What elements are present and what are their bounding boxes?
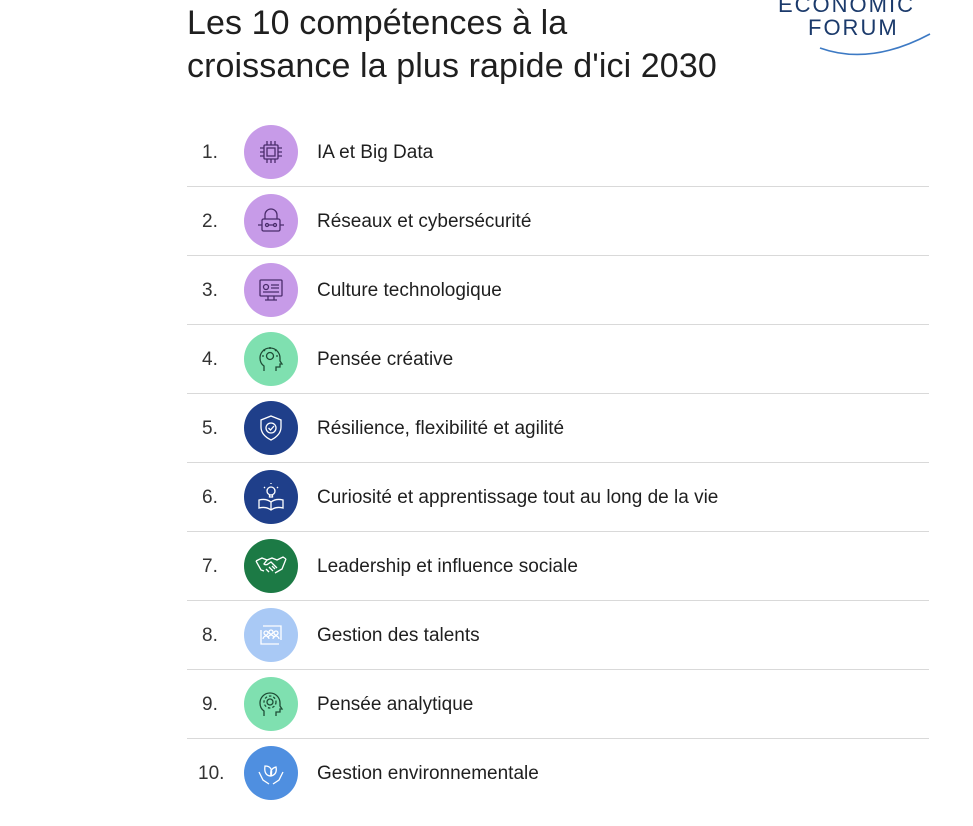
skill-rank: 10.: [198, 763, 225, 784]
skill-rank: 4.: [202, 349, 218, 370]
skill-label: Gestion des talents: [317, 625, 480, 646]
skill-label: Pensée créative: [317, 349, 454, 370]
list-item: 7. Leadership et influence sociale: [187, 532, 929, 601]
creative-head-icon: [244, 332, 298, 386]
skill-label: Réseaux et cybersécurité: [317, 211, 532, 232]
page-title: Les 10 compétences à la croissance la pl…: [187, 2, 807, 88]
list-item: 9. Pensée analytique: [187, 670, 929, 739]
list-item: 4. Pensée créative: [187, 325, 929, 394]
network-lock-icon: [244, 194, 298, 248]
wef-logo: ECONOMIC FORUM: [760, 0, 960, 66]
skill-rank: 1.: [202, 142, 218, 163]
skill-label: IA et Big Data: [317, 142, 434, 163]
gear-head-icon: [244, 677, 298, 731]
list-item: 2. Réseaux et cybersécurité: [187, 187, 929, 256]
logo-word-2: FORUM: [808, 15, 899, 40]
logo-arc-icon: [819, 33, 931, 56]
title-line-1: Les 10 compétences à la: [187, 4, 568, 42]
skill-rank: 8.: [202, 625, 218, 646]
people-cycle-icon: [244, 608, 298, 662]
ai-chip-icon: [244, 125, 298, 179]
shield-check-icon: [244, 401, 298, 455]
skill-rank: 9.: [202, 694, 218, 715]
skill-rank: 3.: [202, 280, 218, 301]
book-bulb-icon: [244, 470, 298, 524]
handshake-icon: [244, 539, 298, 593]
list-item: 6. Curiosité et apprentissage tout au lo…: [187, 463, 929, 532]
skill-label: Curiosité et apprentissage tout au long …: [317, 487, 719, 508]
list-item: 1. IA et Big Data: [187, 118, 929, 187]
skill-label: Résilience, flexibilité et agilité: [317, 418, 565, 439]
skill-label: Leadership et influence sociale: [317, 556, 578, 577]
skill-rank: 6.: [202, 487, 218, 508]
leaf-hands-icon: [244, 746, 298, 800]
skills-list: 1. IA et Big Data 2. Réseaux et cyberséc…: [187, 118, 929, 808]
skill-rank: 7.: [202, 556, 218, 577]
skill-label: Culture technologique: [317, 280, 502, 301]
skill-label: Pensée analytique: [317, 694, 474, 715]
list-item: 10. Gestion environnementale: [187, 739, 929, 808]
list-item: 8. Gestion des talents: [187, 601, 929, 670]
list-item: 5. Résilience, flexibilité et agilité: [187, 394, 929, 463]
monitor-icon: [244, 263, 298, 317]
skill-rank: 5.: [202, 418, 218, 439]
skill-label: Gestion environnementale: [317, 763, 539, 784]
list-item: 3. Culture technologique: [187, 256, 929, 325]
title-line-2: croissance la plus rapide d'ici 2030: [187, 47, 717, 85]
skill-rank: 2.: [202, 211, 218, 232]
logo-word-1: ECONOMIC: [778, 0, 915, 17]
